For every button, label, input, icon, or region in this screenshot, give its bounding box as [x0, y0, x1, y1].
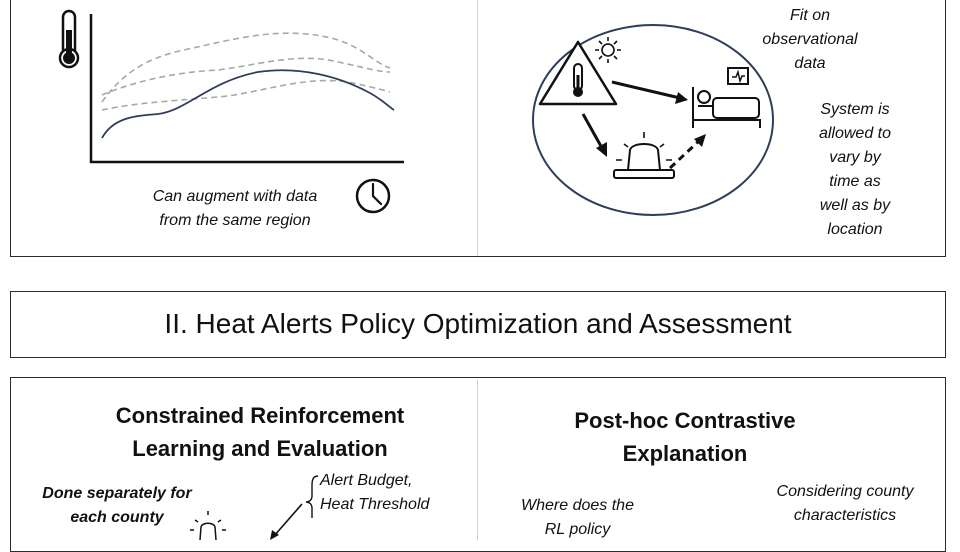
dashed-curve-3 — [101, 79, 391, 111]
explanation-heading: Post-hoc Contrastive Explanation — [574, 408, 796, 466]
considering-note: Considering county characteristics — [776, 483, 914, 524]
section-title: II. Heat Alerts Policy Optimization and … — [164, 308, 792, 339]
bottom-panel-divider — [477, 380, 478, 540]
budget-arrow — [273, 503, 303, 537]
dashed-curve-2 — [101, 57, 391, 96]
done-separately-note: Done separately for each county — [42, 485, 192, 526]
temperature-time-plot — [89, 14, 404, 164]
fit-note: Fit on observational data — [762, 7, 858, 72]
rl-bottom-graphics — [190, 475, 319, 541]
where-note: Where does the RL policy — [521, 497, 634, 538]
system-note: System is allowed to vary by time as wel… — [818, 101, 892, 238]
hospital-bed-icon — [692, 67, 761, 128]
top-panel-divider — [477, 0, 478, 256]
dashed-curves — [101, 32, 391, 111]
alert-budget-note: Alert Budget, Heat Threshold — [320, 472, 430, 513]
top-panel — [10, 0, 946, 257]
clock-icon — [355, 178, 391, 214]
main-curve — [101, 69, 395, 139]
budget-bracket — [305, 475, 319, 518]
warning-icon — [538, 40, 618, 106]
augment-note: Can augment with data from the same regi… — [152, 188, 318, 229]
causal-diagram — [532, 24, 774, 216]
sun-icon — [595, 37, 621, 63]
siren-icon-small — [190, 511, 226, 541]
siren-icon — [613, 132, 675, 179]
section-banner — [10, 291, 946, 358]
plot-axes — [89, 14, 404, 164]
rl-heading: Constrained Reinforcement Learning and E… — [115, 403, 405, 461]
dashed-curve-1 — [101, 32, 391, 103]
thermometer-icon — [58, 9, 80, 69]
causal-arrows — [581, 80, 706, 170]
